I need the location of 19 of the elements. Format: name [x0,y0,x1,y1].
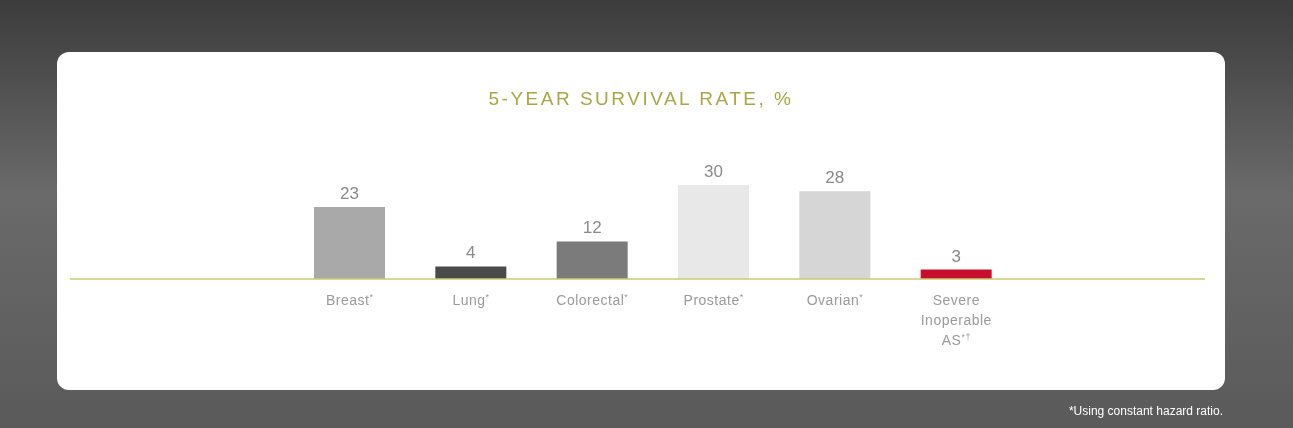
x-tick-label: Colorectal$^{*}$ [556,292,629,308]
data-label: 4 [466,243,476,263]
x-tick-label: Lung$^{*}$ [452,292,490,308]
bar [556,241,628,279]
bar [799,191,871,279]
text: *Using constant hazard ratio. [1068,404,1223,418]
chart-title: 5-YEAR SURVIVAL RATE, % [487,88,795,110]
data-label: 28 [825,168,845,188]
data-label: 23 [340,183,359,203]
data-label: 3 [951,246,961,266]
x-tick-label: Breast$^{*}$ [325,292,374,308]
bar [314,206,385,279]
data-label: 12 [582,218,602,238]
x-tick-label: Prostate$^{*}$ [683,292,744,308]
data-label: 30 [704,162,723,181]
x-tick-label: Ovarian$^{*}$ [806,292,864,308]
x-tick-label: Severe Inoperable AS$^{*†}$ [920,292,992,348]
bar [678,185,749,279]
bar [435,266,507,279]
